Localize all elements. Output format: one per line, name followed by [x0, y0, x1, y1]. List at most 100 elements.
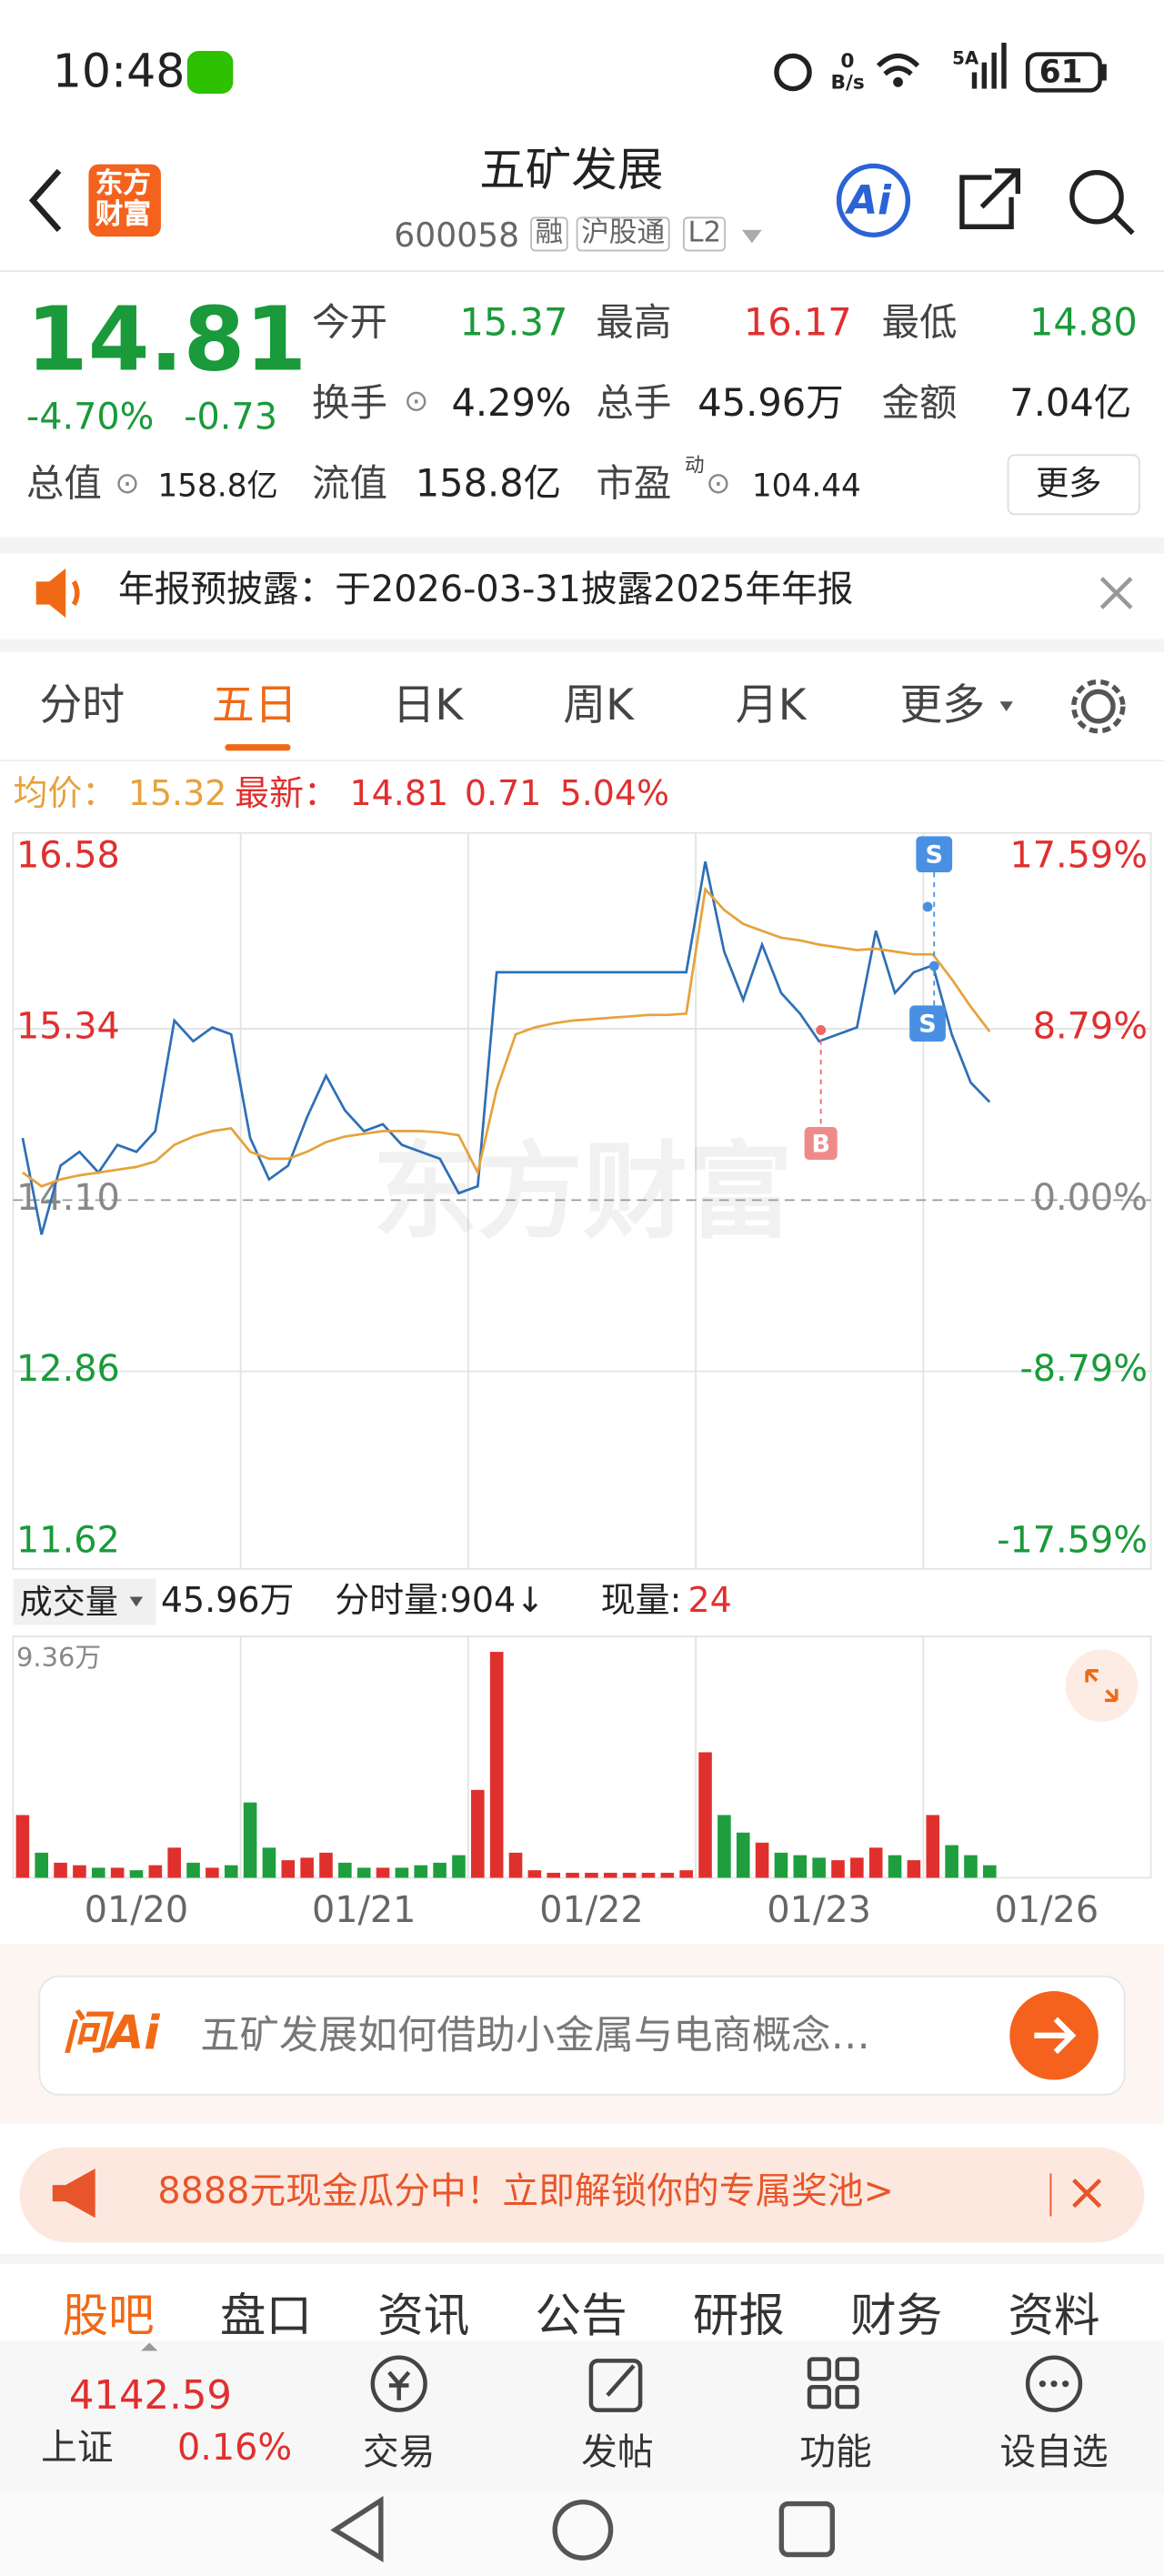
x-tick-label: 01/23 — [767, 1889, 870, 1931]
close-icon[interactable] — [1099, 577, 1133, 609]
ai-brand: 问Ai — [62, 2006, 160, 2060]
net-unit: B/s — [830, 70, 865, 94]
volume-bar — [110, 1867, 125, 1878]
volume-total: 45.96万 — [160, 1580, 295, 1620]
nav-label[interactable]: 设自选 — [999, 2432, 1109, 2475]
info-icon[interactable]: ⊙ — [706, 466, 731, 501]
expand-icon — [1085, 1669, 1119, 1703]
volume-bar — [129, 1870, 144, 1878]
volume-bar — [73, 1865, 86, 1878]
more-button[interactable] — [1007, 454, 1140, 516]
field-label: 最高 — [596, 302, 672, 346]
marker-label: S — [925, 840, 943, 869]
promo-banner[interactable] — [19, 2147, 1145, 2243]
sub-tab-active[interactable]: 股吧 — [62, 2288, 155, 2343]
field-value: 104.44 — [751, 468, 861, 505]
volume-bar — [888, 1855, 902, 1878]
signal: 5A — [952, 47, 979, 69]
y2-tick-label: -17.59% — [997, 1519, 1148, 1561]
tab-active[interactable]: 五日 — [211, 681, 297, 731]
ai-button[interactable] — [836, 163, 911, 237]
volume-bar — [224, 1865, 238, 1878]
separator — [0, 537, 1164, 554]
dots — [1039, 2380, 1069, 2388]
sub-tab[interactable]: 盘口 — [219, 2288, 313, 2343]
volume-bar — [926, 1815, 940, 1878]
nav-home[interactable] — [552, 2500, 614, 2561]
sub-tab[interactable]: 财务 — [850, 2288, 943, 2343]
nav-label[interactable]: 功能 — [799, 2432, 872, 2475]
sub-tab[interactable]: 研报 — [692, 2288, 785, 2343]
info-icon[interactable]: ⊙ — [404, 384, 429, 419]
divider — [0, 2253, 1164, 2264]
tab[interactable]: 日K — [392, 681, 464, 731]
info-icon[interactable]: ⊙ — [115, 466, 140, 501]
tab[interactable]: 分时 — [39, 681, 125, 731]
sub-tab[interactable]: 资讯 — [377, 2288, 470, 2343]
ai-input[interactable] — [38, 1975, 1126, 2096]
volume-bar — [964, 1855, 978, 1878]
search-icon[interactable] — [1069, 169, 1124, 225]
volume-bar — [433, 1862, 447, 1878]
marker-box — [804, 1126, 838, 1161]
notice-text[interactable]: 年报预披露：于2026-03-31披露2025年年报 — [117, 569, 854, 611]
price-line — [21, 861, 991, 1235]
volume-select[interactable] — [13, 1578, 156, 1625]
back-icon[interactable] — [28, 168, 62, 232]
volume-bar — [679, 1870, 693, 1878]
volume-bar — [54, 1862, 67, 1878]
volume-bar — [812, 1857, 826, 1878]
field-label: 流值 — [312, 463, 388, 507]
field-label: 总手 — [596, 382, 672, 426]
field-label: 换手 — [312, 382, 388, 426]
volume-bar — [471, 1789, 485, 1878]
field-label: 金额 — [881, 382, 958, 426]
volume-bar — [508, 1852, 523, 1878]
volume-bar — [793, 1855, 808, 1878]
day-separators — [239, 832, 925, 1878]
volume-bar — [585, 1872, 598, 1878]
nav-label[interactable]: 发帖 — [581, 2432, 654, 2475]
tab[interactable]: 更多 — [899, 681, 986, 731]
volume-label[interactable]: 成交量 — [19, 1582, 118, 1622]
ai-placeholder[interactable]: 五矿发展如何借助小金属与电商概念… — [200, 2012, 870, 2059]
volume-bar — [356, 1867, 371, 1878]
nav-back[interactable] — [330, 2495, 384, 2562]
sub-tab[interactable]: 公告 — [535, 2288, 627, 2343]
nav-recent[interactable] — [778, 2501, 836, 2558]
volume-bar — [319, 1852, 333, 1878]
bottom-icons — [370, 2355, 1083, 2412]
tab[interactable]: 月K — [735, 681, 807, 731]
share-icon[interactable] — [959, 168, 1021, 229]
volume-frame — [12, 1635, 1152, 1879]
y2-tick-label: -8.79% — [1019, 1348, 1147, 1390]
y-tick-label: 15.34 — [16, 1006, 120, 1048]
settings-icon[interactable] — [1080, 689, 1116, 724]
volume-bar — [698, 1752, 712, 1878]
now-value: 24 — [687, 1580, 732, 1620]
volume-bar — [755, 1842, 769, 1878]
volume-bar — [527, 1870, 542, 1878]
tab[interactable]: 周K — [563, 681, 634, 731]
promo-close[interactable] — [1072, 2179, 1102, 2209]
arrow-icon — [1034, 2017, 1077, 2055]
index-value[interactable]: 4142.59 — [68, 2372, 233, 2419]
field-value: 15.37 — [459, 302, 568, 346]
volume-bar — [35, 1852, 49, 1878]
bottom-bar — [0, 2340, 1164, 2492]
promo-text[interactable]: 8888元现金瓜分中！立即解锁你的专属奖池> — [157, 2171, 894, 2213]
latest-change: 0.71 — [464, 773, 542, 814]
expand-button[interactable] — [1065, 1649, 1139, 1722]
index-pct: 0.16% — [176, 2428, 293, 2470]
volume-bar — [281, 1860, 296, 1878]
dropdown-icon[interactable] — [742, 229, 762, 244]
net-speed: 0 — [840, 49, 855, 73]
change: -0.73 — [184, 397, 277, 439]
volume-bar — [603, 1872, 617, 1878]
sub-tab[interactable]: 资料 — [1008, 2288, 1100, 2343]
volume-bar — [186, 1862, 200, 1878]
more-label[interactable]: 更多 — [1036, 463, 1102, 503]
nav-label[interactable]: 交易 — [362, 2432, 436, 2475]
